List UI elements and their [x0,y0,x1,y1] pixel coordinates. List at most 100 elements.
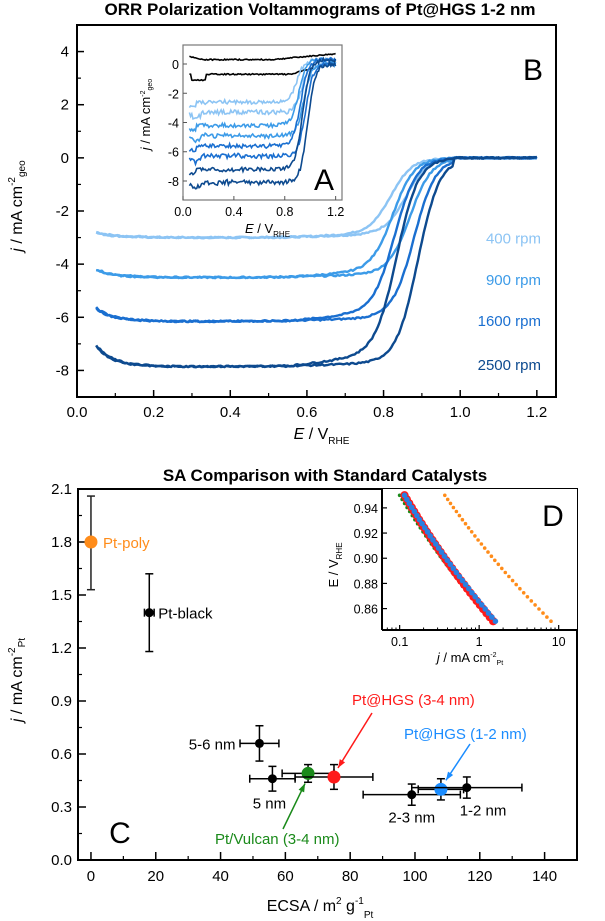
x-tick-label: 0.4 [225,205,242,219]
x-tick-label: 0.8 [373,404,394,421]
marker [144,608,154,618]
inset-point-Pt-poly [473,534,477,538]
data-point-5-nm [248,765,296,792]
inset-point-Pt-poly [454,509,459,514]
series-label: 900 rpm [486,272,541,289]
data-point-Pt-HGS-3-4-nm- [294,763,374,791]
y-tick-label: 1.5 [51,587,72,604]
panel-b: 0.0 0.2 0.4 0.6 0.8 1.0 1.2 -8 -6 -4 -2 0 2 4 E / VRHE… [7,24,557,447]
y-tick-label: -2 [168,87,179,101]
inset-point-Pt-poly [486,550,490,554]
inset-point-Pt-poly [521,591,526,595]
inset-point-Pt-HGS-1-2-nm- [441,553,448,559]
x-tick-label: 0 [87,868,95,885]
x-tick-label: 40 [212,868,229,885]
data-point-Pt-HGS-1-2-nm- [417,777,465,801]
inset-point-Pt-poly [507,574,511,579]
inset-point-Pt-poly [496,562,501,567]
x-tick-label: 0.4 [220,404,241,421]
y-tick-label: 0.86 [354,603,378,617]
inset-point-Pt-HGS-1-2-nm- [427,533,434,539]
x-tick-label: 0.8 [276,205,293,219]
arrow-pt-hgs-34 [337,712,373,769]
x-axis-label: ECSA / m2 g-1Pt [267,896,374,921]
point-label: Pt-poly [103,535,150,552]
inset-point-Pt-poly [533,603,537,607]
panel-label-d: D [542,500,564,533]
inset-point-Pt-HGS-1-2-nm- [453,569,460,576]
data-point-5-6-nm [239,724,280,762]
panel-label-c: C [109,817,131,850]
y-tick-label: 0 [61,150,69,167]
x-tick-label: 60 [277,868,294,885]
inset-point-Pt-HGS-1-2-nm- [422,525,428,531]
inset-point-Pt-HGS-1-2-nm- [406,500,413,507]
inset-point-Pt-poly [489,554,494,558]
inset-point-Pt-poly [529,599,534,603]
marker [327,770,341,784]
inset-point-Pt-HGS-1-2-nm- [456,573,463,580]
y-tick-label: -2 [56,203,69,220]
inset-point-Pt-HGS-1-2-nm- [472,594,479,600]
inset-point-Pt-poly [445,497,450,502]
inset-point-Pt-HGS-1-2-nm- [419,520,425,527]
inset-point-Pt-HGS-1-2-nm- [462,581,469,588]
inset-point-Pt-poly [460,517,465,522]
inset-point-Pt-poly [518,586,522,591]
y-tick-label: 4 [61,44,69,61]
inset-point-Pt-poly [545,615,549,619]
inset-point-Pt-HGS-1-2-nm- [459,577,466,584]
y-axis-label: j / mA cm-2geo [7,160,28,254]
inset-point-Pt-poly [525,595,530,599]
data-point-Pt-Vulcan-3-4-nm- [281,763,335,784]
data-point-Pt-black [143,573,155,653]
panel-label-b: B [523,54,543,87]
y-tick-label: 0.3 [51,799,72,816]
y-axis-label: j / mA cm-2Pt [7,638,28,724]
inset-curve-CV-N2- [189,52,336,62]
x-tick-label: 0.0 [67,404,88,421]
point-label: Pt/Vulcan (3-4 nm) [215,831,340,848]
inset-point-Pt-poly [493,558,497,563]
point-label: 1-2 nm [460,803,507,820]
inset-curve-2500-rpm [188,56,337,176]
inset-point-Pt-HGS-1-2-nm- [430,537,436,543]
arrow-pt-vulcan-head [298,783,306,793]
chart-b-title: ORR Polarization Voltammograms of Pt@HGS… [105,0,536,19]
arrow-pt-hgs-34-head [337,759,346,768]
y-tick-label: 0.0 [51,852,72,869]
point-label: Pt@HGS (1-2 nm) [404,726,527,743]
y-tick-label: 0.88 [354,577,378,591]
y-tick-label: 2.1 [51,481,72,498]
inset-point-Pt-HGS-1-2-nm- [433,541,439,547]
x-tick-label: 0.2 [143,404,164,421]
marker [84,535,98,549]
marker [301,766,315,780]
inset-point-Pt-HGS-1-2-nm- [492,618,499,624]
inset-point-Pt-poly [466,526,471,530]
inset-point-Pt-HGS-1-2-nm- [482,606,489,612]
point-label: 5-6 nm [189,736,236,753]
x-tick-label: 80 [342,868,359,885]
panel-c: 0 20 40 60 80 100 120 140 0.0 0.3 0.6 0.9 1.2 1.5 1.8 2… [7,481,578,921]
inset-curve-900-rpm [188,60,337,144]
inset-point-Pt-HGS-1-2-nm- [450,565,457,572]
y-tick-label: 2 [61,97,69,114]
x-tick-label: 1.2 [327,205,344,219]
inset-point-Pt-HGS-1-2-nm- [414,512,420,519]
inset-point-Pt-poly [510,578,515,583]
inset-point-Pt-poly [448,501,453,506]
curve-2500-rpm [95,155,537,369]
y-tick-label: 1.8 [51,534,72,551]
inset-point-Pt-HGS-1-2-nm- [435,545,442,551]
data-point-Pt-poly [84,495,98,591]
inset-x-axis-label: j / mA cm-2Pt [435,650,503,667]
inset-point-Pt-HGS-1-2-nm- [424,529,431,535]
inset-point-Pt-poly [451,505,456,510]
inset-point-Pt-HGS-1-2-nm- [469,590,475,596]
inset-point-Pt-poly [476,538,480,542]
x-tick-label: 100 [402,868,427,885]
y-tick-label: 0 [172,58,179,72]
y-tick-label: 0.9 [51,693,72,710]
